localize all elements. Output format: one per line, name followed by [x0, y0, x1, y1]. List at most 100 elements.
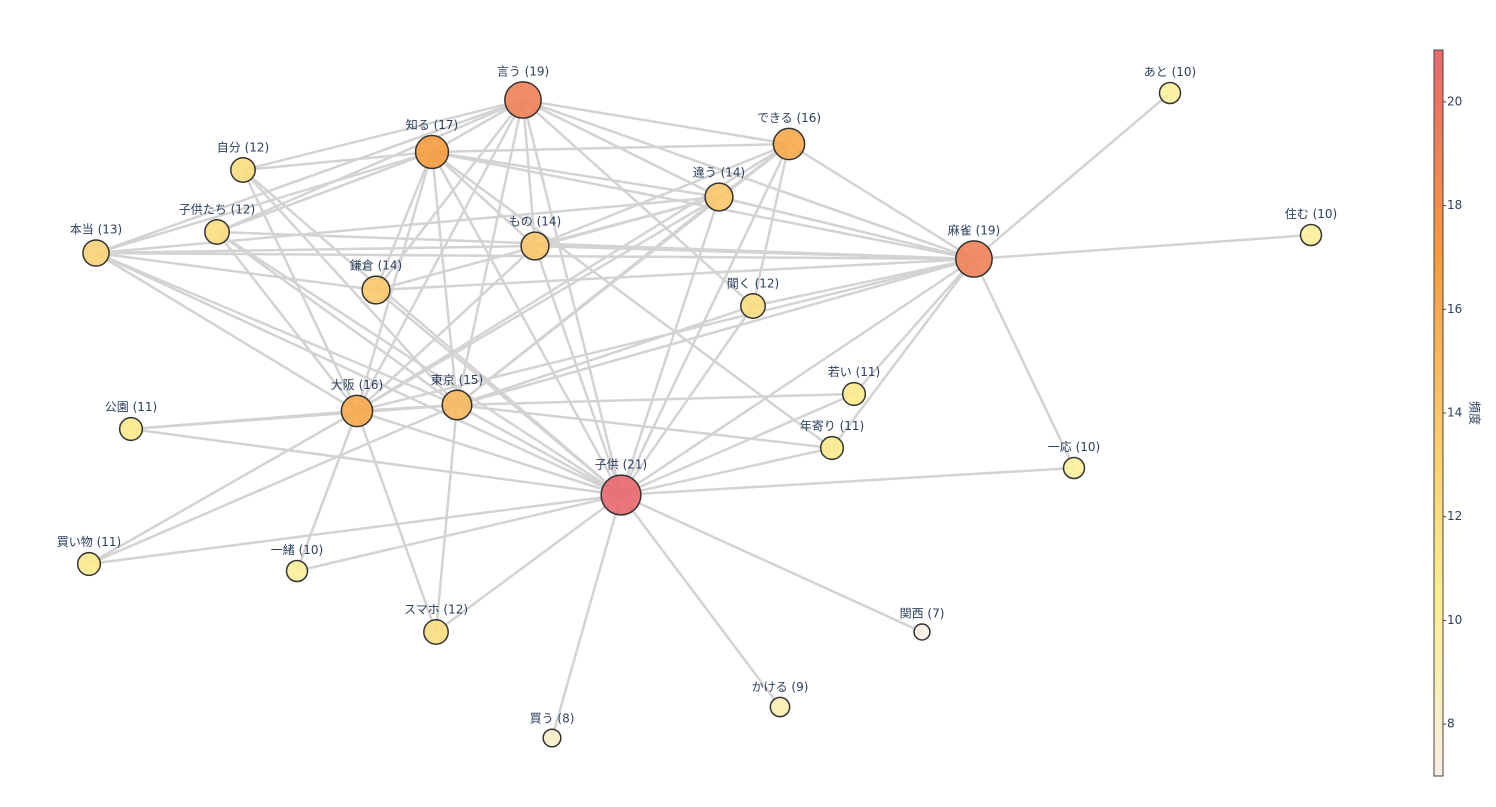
- node-label: 一応 (10): [1048, 440, 1100, 454]
- node: [819, 435, 845, 461]
- edge: [522, 99, 754, 307]
- node-label: 聞く (12): [727, 276, 779, 290]
- node-label: 公園 (11): [105, 400, 157, 414]
- node-label: もの (14): [509, 215, 561, 229]
- node-label: スマホ (12): [404, 602, 468, 616]
- edge: [751, 143, 791, 307]
- node-label: あと (10): [1144, 65, 1196, 79]
- edge: [522, 98, 975, 261]
- colorbar-tick-label: 8: [1447, 717, 1455, 731]
- colorbar-tick-label: 12: [1447, 509, 1462, 523]
- edge: [88, 403, 458, 566]
- node: [1062, 456, 1086, 480]
- node-label: 関西 (7): [900, 607, 945, 621]
- edge: [831, 258, 975, 449]
- edge: [216, 150, 433, 234]
- node: [230, 157, 256, 183]
- edge: [456, 304, 754, 407]
- node: [769, 696, 791, 718]
- edge: [95, 98, 524, 255]
- node-label: かける (9): [752, 680, 809, 694]
- colorbar-tick-label: 14: [1447, 406, 1462, 420]
- edge: [216, 230, 975, 261]
- edge: [620, 257, 975, 497]
- edge: [619, 305, 755, 496]
- colorbar-title: 頻度: [1468, 401, 1483, 425]
- edge: [130, 403, 458, 431]
- colorbar: 頻度 8 10 12 14 16 18 20: [1433, 49, 1483, 777]
- node-label: 子供 (21): [595, 458, 647, 472]
- colorbar-tick-label: 18: [1447, 198, 1462, 212]
- node-label: 買う (8): [530, 712, 575, 726]
- edge: [522, 98, 790, 146]
- edge: [620, 466, 1075, 497]
- node-label: 一緒 (10): [271, 542, 323, 557]
- nodes: 言う (19) 知る (17) できる (16) 自分 (12) 違う (14) 子供たち…: [57, 64, 1337, 748]
- edge: [973, 233, 1312, 261]
- edge: [88, 493, 622, 566]
- edge: [456, 392, 855, 407]
- node-label: 子供たち (12): [179, 202, 255, 216]
- edge: [550, 494, 623, 739]
- edge: [456, 403, 622, 497]
- edge: [619, 143, 791, 496]
- edge: [242, 98, 524, 172]
- node: [955, 240, 993, 278]
- edge: [434, 404, 459, 633]
- node: [340, 394, 374, 428]
- edge: [431, 142, 790, 154]
- edge: [242, 150, 433, 172]
- node-label: できる (16): [757, 111, 821, 125]
- edge: [296, 493, 622, 573]
- node: [740, 293, 766, 319]
- node: [913, 623, 931, 641]
- colorbar-tick-label: 20: [1447, 94, 1462, 108]
- edge: [620, 494, 781, 708]
- edge: [242, 169, 458, 406]
- edge: [430, 151, 459, 406]
- edge: [95, 251, 622, 497]
- edge: [356, 245, 536, 412]
- node: [772, 127, 806, 161]
- edge: [88, 409, 358, 566]
- node-label: 違う (14): [693, 166, 745, 180]
- edge: [95, 251, 377, 292]
- node-label: 本当 (13): [70, 222, 122, 236]
- node: [441, 389, 473, 421]
- edge: [356, 409, 622, 497]
- node-label: 若い (11): [828, 365, 880, 379]
- edge: [521, 99, 623, 496]
- node: [542, 728, 562, 748]
- node: [414, 134, 450, 170]
- edge: [431, 150, 833, 450]
- edge: [95, 251, 458, 407]
- edge: [973, 92, 1171, 260]
- node-label: 大阪 (16): [331, 378, 383, 392]
- node: [704, 182, 734, 212]
- edge: [355, 410, 438, 633]
- edge: [534, 142, 790, 248]
- node: [285, 559, 309, 583]
- node-label: 自分 (12): [217, 140, 269, 154]
- node: [1299, 223, 1323, 247]
- edges: [88, 92, 1312, 739]
- edge: [216, 231, 358, 412]
- node: [520, 231, 550, 261]
- edge: [95, 251, 358, 413]
- edge: [295, 410, 359, 572]
- node-label: 東京 (15): [431, 373, 483, 387]
- edge: [456, 196, 720, 406]
- edge: [216, 98, 524, 234]
- edge: [431, 151, 536, 247]
- edge: [374, 151, 434, 291]
- node: [204, 219, 230, 245]
- edge: [788, 142, 975, 261]
- edge: [620, 446, 833, 497]
- node-label: 年寄り (11): [800, 418, 864, 433]
- edge: [355, 99, 525, 412]
- node-label: 言う (19): [497, 64, 549, 78]
- edge: [216, 230, 458, 407]
- node-label: 麻雀 (19): [948, 222, 1000, 237]
- edge: [431, 150, 720, 199]
